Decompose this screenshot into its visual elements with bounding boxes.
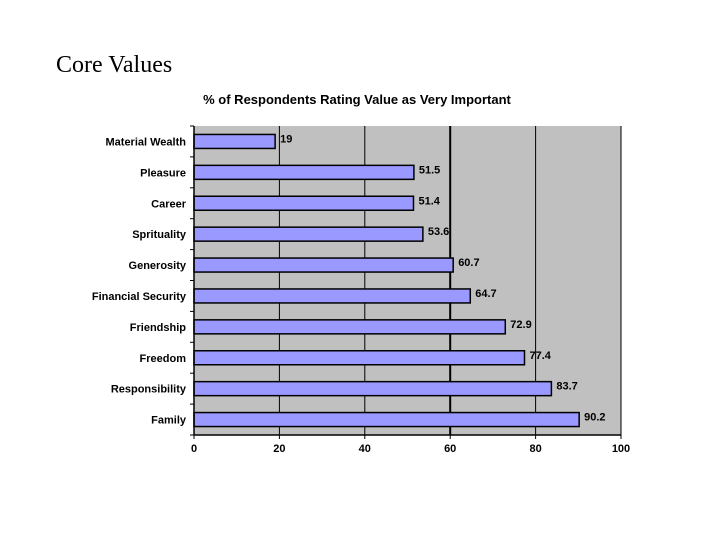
data-label: 19 — [280, 133, 292, 145]
category-label: Sprituality — [132, 229, 187, 241]
category-label: Friendship — [130, 322, 187, 334]
bar — [193, 164, 415, 181]
bars — [193, 133, 580, 428]
x-tick-label: 40 — [359, 443, 371, 455]
category-labels: Material Wealth Pleasure Career Sprituality… — [92, 136, 187, 426]
bar — [193, 288, 472, 304]
bar — [193, 411, 580, 428]
x-tick-label: 0 — [191, 443, 197, 455]
category-label: Financial Security — [92, 291, 187, 303]
bar — [193, 226, 424, 242]
bar — [193, 380, 553, 397]
data-label: 77.4 — [529, 350, 551, 362]
chart-title: % of Respondents Rating Value as Very Im… — [203, 92, 511, 107]
bar — [193, 195, 415, 211]
bar — [193, 350, 526, 366]
data-label: 90.2 — [584, 412, 605, 424]
bar — [193, 133, 276, 150]
category-label: Family — [151, 415, 187, 427]
x-tick-label: 60 — [444, 443, 456, 455]
x-tick-labels: 0 20 40 60 80 100 — [191, 443, 630, 455]
data-label: 53.6 — [428, 226, 449, 238]
slide-title: Core Values — [56, 52, 173, 78]
x-tick-label: 80 — [529, 443, 541, 455]
category-label: Pleasure — [140, 167, 186, 179]
data-label: 51.4 — [418, 195, 440, 207]
data-labels: 19 51.5 51.4 53.6 60.7 64.7 72.9 77.4 83.7 90.2 — [280, 133, 605, 423]
category-label: Material Wealth — [106, 136, 187, 148]
bar — [193, 257, 454, 273]
category-label: Career — [151, 198, 187, 210]
category-label: Generosity — [129, 260, 187, 272]
category-label: Responsibility — [111, 384, 187, 396]
data-label: 60.7 — [458, 257, 479, 269]
x-tick-label: 20 — [273, 443, 285, 455]
x-tick-label: 100 — [612, 443, 630, 455]
data-label: 72.9 — [510, 319, 531, 331]
data-label: 64.7 — [475, 288, 496, 300]
category-label: Freedom — [140, 353, 187, 365]
data-label: 51.5 — [419, 164, 440, 176]
data-label: 83.7 — [556, 381, 577, 393]
bar — [193, 319, 507, 335]
x-axis-ticks — [193, 435, 622, 439]
y-axis-ticks — [190, 125, 194, 436]
